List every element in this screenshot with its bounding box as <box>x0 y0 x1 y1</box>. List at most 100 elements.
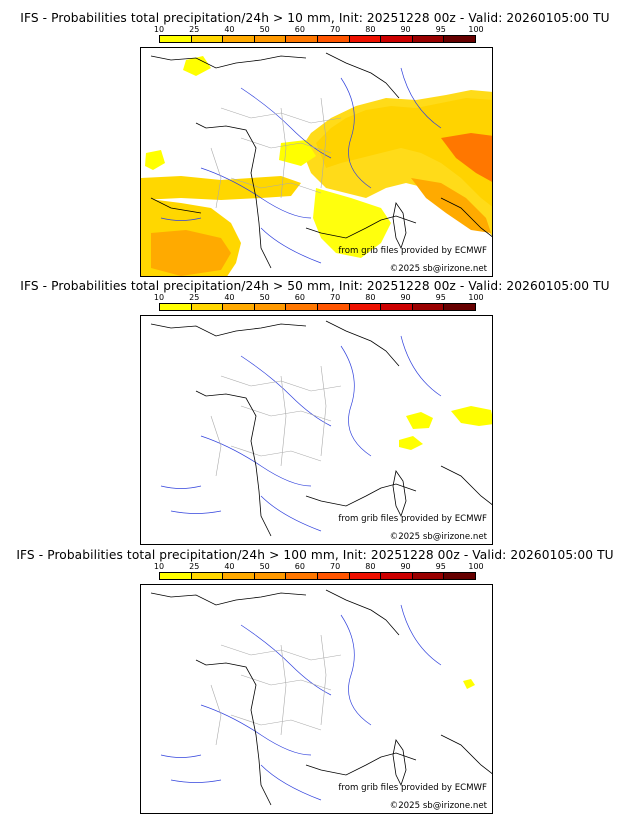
panel-10mm: IFS - Probabilities total precipitation/… <box>0 11 630 279</box>
panel-title: IFS - Probabilities total precipitation/… <box>20 11 610 25</box>
colorbar-boxes <box>159 303 476 311</box>
precipitation-map: from grib files provided by ECMWF ©2025 … <box>140 584 493 814</box>
coastlines <box>150 52 492 269</box>
precip-area-france-centre <box>279 140 316 166</box>
colorbar-tick-label: 10 <box>153 293 165 302</box>
precip-shading <box>399 406 492 450</box>
coastlines <box>150 320 492 537</box>
colorbar-tick-label: 10 <box>153 25 165 34</box>
colorbar-swatch <box>349 36 382 42</box>
colorbar-swatch <box>286 573 318 579</box>
borders <box>210 97 342 209</box>
precipitation-map: from grib files provided by ECMWF ©2025 … <box>140 47 493 277</box>
precip-area-alps-east <box>451 406 492 426</box>
colorbar: 10 25 40 50 60 70 80 90 95 100 <box>154 25 484 44</box>
colorbar-tick-label: 50 <box>259 293 270 302</box>
precip-shading <box>141 56 492 276</box>
precip-area-west-band <box>141 176 301 200</box>
precip-shading <box>463 679 475 689</box>
colorbar-swatch <box>191 36 224 42</box>
colorbar-tick-label: 40 <box>224 293 235 302</box>
colorbar-ticks: 10 25 40 50 60 70 80 90 95 100 <box>154 25 484 35</box>
colorbar-tick-label: 50 <box>259 562 270 571</box>
map-graphic <box>150 589 492 806</box>
colorbar-swatch <box>317 36 350 42</box>
colorbar-swatch <box>223 573 255 579</box>
colorbar-tick-label: 50 <box>259 25 270 34</box>
colorbar-tick-label: 80 <box>365 562 376 571</box>
colorbar-swatch <box>444 573 475 579</box>
colorbar-swatch <box>412 573 445 579</box>
colorbar-boxes <box>159 35 476 43</box>
colorbar-swatch <box>349 304 382 310</box>
colorbar-tick-label: 95 <box>435 562 446 571</box>
colorbar-tick-label: 80 <box>365 293 376 302</box>
colorbar-tick-label: 95 <box>435 293 446 302</box>
colorbar-tick-label: 100 <box>468 25 484 34</box>
colorbar-tick-label: 70 <box>330 25 341 34</box>
borders <box>210 634 342 746</box>
source-credit: from grib files provided by ECMWF <box>338 783 487 793</box>
precip-area-italy <box>411 178 491 233</box>
rivers <box>160 604 442 801</box>
precip-area-ligurian <box>399 436 423 450</box>
precip-area-atlantic-core <box>151 230 231 276</box>
colorbar-tick-label: 60 <box>294 293 305 302</box>
precip-area-biscay-blob <box>145 150 165 170</box>
precip-area-hotspot <box>441 133 492 182</box>
colorbar-swatch <box>160 573 192 579</box>
coastlines <box>150 589 492 806</box>
colorbar-swatch <box>286 36 318 42</box>
colorbar-boxes <box>159 572 476 580</box>
colorbar-swatch <box>191 573 224 579</box>
colorbar-tick-label: 90 <box>400 293 411 302</box>
colorbar-tick-label: 10 <box>153 562 165 571</box>
colorbar-tick-label: 90 <box>400 25 411 34</box>
colorbar-tick-label: 70 <box>330 293 341 302</box>
colorbar-tick-label: 100 <box>468 562 484 571</box>
precipitation-map: from grib files provided by ECMWF ©2025 … <box>140 315 493 545</box>
copyright: ©2025 sb@irizone.net <box>389 264 487 274</box>
colorbar-tick-label: 80 <box>365 25 376 34</box>
borders <box>210 365 342 477</box>
colorbar-swatch <box>254 573 287 579</box>
colorbar-ticks: 10 25 40 50 60 70 80 90 95 100 <box>154 293 484 303</box>
map-graphic <box>141 52 492 276</box>
colorbar-swatch <box>381 573 413 579</box>
colorbar-tick-label: 40 <box>224 25 235 34</box>
colorbar-tick-label: 60 <box>294 25 305 34</box>
precip-area-alps-outer <box>301 90 492 236</box>
source-credit: from grib files provided by ECMWF <box>338 246 487 256</box>
colorbar-tick-label: 100 <box>468 293 484 302</box>
colorbar-ticks: 10 25 40 50 60 70 80 90 95 100 <box>154 562 484 572</box>
colorbar-swatch <box>381 36 413 42</box>
colorbar-swatch <box>381 304 413 310</box>
precip-area-north <box>183 56 211 76</box>
colorbar-tick-label: 25 <box>189 562 200 571</box>
colorbar-swatch <box>412 304 445 310</box>
colorbar-tick-label: 95 <box>435 25 446 34</box>
colorbar: 10 25 40 50 60 70 80 90 95 100 <box>154 293 484 312</box>
panel-title: IFS - Probabilities total precipitation/… <box>16 548 614 562</box>
colorbar-tick-label: 25 <box>189 25 200 34</box>
rivers <box>160 335 442 532</box>
colorbar-swatch <box>349 573 382 579</box>
colorbar-swatch <box>317 573 350 579</box>
colorbar-swatch <box>160 36 192 42</box>
source-credit: from grib files provided by ECMWF <box>338 514 487 524</box>
colorbar-swatch <box>254 36 287 42</box>
copyright: ©2025 sb@irizone.net <box>389 801 487 811</box>
colorbar-swatch <box>254 304 287 310</box>
colorbar-tick-label: 70 <box>330 562 341 571</box>
colorbar-swatch <box>223 36 255 42</box>
colorbar-tick-label: 40 <box>224 562 235 571</box>
copyright: ©2025 sb@irizone.net <box>389 532 487 542</box>
precip-area-mediterranean <box>313 188 391 258</box>
colorbar-swatch <box>444 36 475 42</box>
colorbar-swatch <box>286 304 318 310</box>
colorbar-tick-label: 25 <box>189 293 200 302</box>
colorbar-tick-label: 90 <box>400 562 411 571</box>
panel-title: IFS - Probabilities total precipitation/… <box>20 279 610 293</box>
precip-area-alps-west <box>406 412 433 429</box>
colorbar-swatch <box>412 36 445 42</box>
